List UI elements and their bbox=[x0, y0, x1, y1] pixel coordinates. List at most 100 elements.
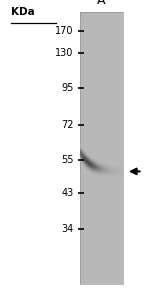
Bar bbox=[118, 166, 119, 167]
Bar bbox=[107, 167, 108, 168]
Bar bbox=[93, 163, 94, 164]
Bar bbox=[105, 171, 106, 172]
Bar bbox=[81, 160, 82, 161]
Bar bbox=[107, 165, 108, 166]
Bar bbox=[82, 162, 83, 163]
Bar bbox=[80, 156, 81, 157]
Bar bbox=[100, 170, 101, 171]
Bar bbox=[92, 159, 93, 160]
Bar bbox=[80, 277, 123, 278]
Bar bbox=[104, 169, 105, 170]
Bar bbox=[104, 164, 105, 165]
Bar bbox=[110, 164, 111, 165]
Bar bbox=[95, 163, 96, 164]
Bar bbox=[80, 216, 123, 217]
Bar bbox=[121, 165, 122, 166]
Bar bbox=[109, 168, 110, 169]
Bar bbox=[119, 168, 120, 169]
Bar bbox=[100, 162, 101, 163]
Bar bbox=[111, 176, 112, 177]
Bar bbox=[80, 180, 123, 181]
Bar bbox=[85, 158, 86, 159]
Bar bbox=[80, 119, 123, 120]
Bar bbox=[80, 138, 123, 139]
Bar bbox=[80, 224, 123, 225]
Bar bbox=[80, 25, 123, 26]
Bar bbox=[110, 169, 111, 170]
Bar bbox=[84, 157, 85, 158]
Bar bbox=[80, 49, 123, 50]
Bar bbox=[80, 61, 123, 62]
Bar bbox=[95, 167, 96, 168]
Bar bbox=[80, 194, 123, 195]
Bar bbox=[104, 172, 105, 173]
Bar bbox=[80, 215, 123, 216]
Bar bbox=[118, 165, 119, 166]
Bar bbox=[113, 175, 114, 176]
Bar bbox=[113, 169, 114, 170]
Bar bbox=[121, 173, 122, 174]
Bar bbox=[80, 149, 123, 150]
Bar bbox=[80, 85, 123, 86]
Bar bbox=[89, 161, 90, 162]
Bar bbox=[104, 170, 105, 171]
Bar bbox=[103, 173, 104, 174]
Bar bbox=[80, 200, 123, 201]
Bar bbox=[103, 171, 104, 172]
Bar bbox=[122, 170, 123, 171]
Bar bbox=[115, 170, 116, 171]
Bar bbox=[83, 162, 84, 163]
Bar bbox=[121, 177, 122, 178]
Bar bbox=[85, 153, 86, 154]
Bar bbox=[116, 172, 117, 173]
Bar bbox=[80, 188, 123, 189]
Bar bbox=[80, 134, 123, 135]
Bar bbox=[96, 166, 97, 167]
Bar bbox=[99, 164, 100, 165]
Bar bbox=[81, 149, 82, 150]
Bar bbox=[118, 177, 119, 178]
Bar bbox=[80, 68, 123, 69]
Bar bbox=[112, 176, 113, 177]
Bar bbox=[80, 29, 123, 30]
Bar bbox=[108, 176, 109, 177]
Bar bbox=[81, 155, 82, 156]
Bar bbox=[109, 166, 110, 167]
Bar bbox=[86, 167, 87, 168]
Bar bbox=[104, 167, 105, 168]
Bar bbox=[82, 161, 83, 162]
Bar bbox=[92, 161, 93, 162]
Bar bbox=[80, 18, 123, 19]
Bar bbox=[116, 170, 117, 171]
Bar bbox=[80, 91, 123, 92]
Bar bbox=[94, 174, 95, 175]
Bar bbox=[109, 170, 110, 171]
Bar bbox=[85, 167, 86, 168]
Bar bbox=[80, 214, 123, 215]
Bar bbox=[80, 157, 81, 158]
Bar bbox=[83, 164, 84, 165]
Bar bbox=[80, 95, 123, 96]
Bar bbox=[86, 158, 87, 159]
Bar bbox=[116, 171, 117, 172]
Bar bbox=[119, 167, 120, 168]
Bar bbox=[113, 173, 114, 174]
Bar bbox=[114, 172, 115, 173]
Bar bbox=[82, 160, 83, 161]
Bar bbox=[108, 164, 109, 165]
Bar bbox=[114, 166, 115, 167]
Bar bbox=[99, 170, 100, 171]
Bar bbox=[96, 174, 97, 175]
Bar bbox=[88, 158, 89, 159]
Bar bbox=[80, 221, 123, 222]
Bar bbox=[80, 199, 123, 200]
Bar bbox=[113, 165, 114, 166]
Bar bbox=[80, 109, 123, 110]
Bar bbox=[110, 163, 111, 164]
Bar bbox=[81, 161, 82, 162]
Bar bbox=[80, 232, 123, 233]
Bar bbox=[80, 280, 123, 281]
Bar bbox=[80, 64, 123, 65]
Bar bbox=[106, 174, 107, 175]
Bar bbox=[113, 172, 114, 173]
